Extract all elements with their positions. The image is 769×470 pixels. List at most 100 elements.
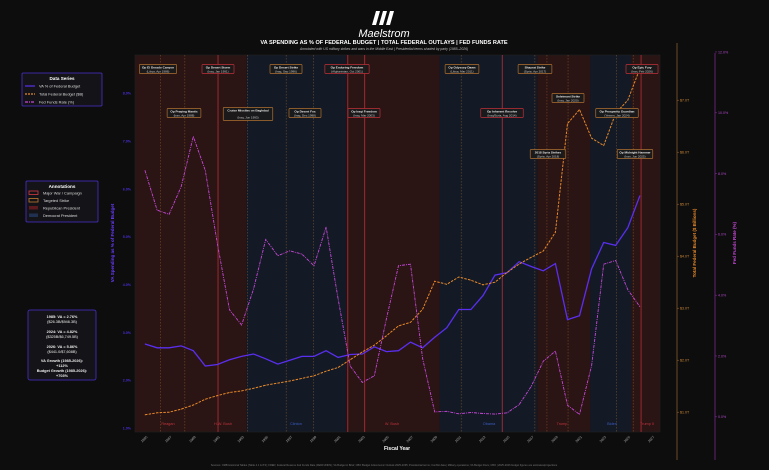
data-point [458,413,460,415]
x-axis-tick-label: 2019 [551,435,559,443]
event-annotation: Op Epic Fury(Iran, Feb 2026) [625,64,659,74]
summary-line: ($441.0/$7,608B) [47,350,77,354]
event-name: Op Prosperity Guardian [600,110,635,114]
event-box [222,107,274,121]
event-annotation: Op Midnight Hammer(Iran, Jun 2025) [616,149,654,159]
data-point [325,226,327,228]
event-annotation: Cruise Missiles on Baghdad (Iraq, Jun 199… [222,107,274,121]
data-point [325,370,327,372]
data-point [410,341,411,343]
logo-icon [372,11,394,25]
data-point [192,350,194,352]
legend-major-swatch [28,190,39,195]
data-point [241,390,242,392]
data-point [446,327,448,329]
data-point [398,350,399,352]
event-name: Op El Dorado Canyon [142,66,174,70]
president-label: Obama [483,422,496,426]
summary-line: 2024: VA = 4.82% [47,330,78,334]
data-point [603,145,605,146]
president-labels: Reagan H.W. Bush Clinton W. Bush Obama Trump B… [161,422,654,426]
event-box [166,108,202,118]
legend-series-title: Data Series [49,76,74,81]
x-axis-tick-label: 1993 [237,435,245,443]
event-annotation: Op Odyssey Dawn(Libya, Mar 2011) [444,64,480,74]
data-point [349,354,351,355]
event-box [201,64,235,74]
data-point [591,365,592,367]
data-point [265,239,267,240]
left-axis-tick-label: 7.0% [123,139,132,143]
data-point [361,351,363,353]
data-point [241,324,242,326]
summary-line: Budget Growth (1985-2026): [37,369,87,373]
event-name: Op Epic Fury [632,66,652,70]
data-point [289,250,291,252]
left-axis-tick-label: 1.0% [123,426,132,430]
event-annotation: Shayrat Strike(Syria, Apr 2017) [517,64,553,74]
data-point [168,411,170,413]
fed-funds-rate-line [144,134,641,416]
data-point [156,412,158,414]
event-name: Cruise Missiles on Baghdad [227,109,268,113]
data-point [277,255,279,257]
summary-line: 2026: VA = 5.86% [47,345,78,349]
data-point [386,351,387,352]
event-detail: (Iraq, Jan 1991) [207,69,228,73]
x-axis-tick-label: 2013 [478,435,486,443]
data-point [277,382,279,384]
budget-axis-tick-label: $4.0T [680,255,690,259]
legend-democrat-swatch [29,213,38,217]
data-point [422,358,423,359]
data-point [217,364,218,365]
va-percent-line [144,195,641,367]
event-annotation: Op El Dorado Canyon(Libya, Apr 1986) [139,64,177,74]
event-annotation: Op Inherent Resolve(Iraq/Syria, Aug 2014… [480,108,524,118]
data-point [349,359,351,361]
event-box [480,108,524,118]
summary-line: +703% [56,374,69,378]
fed-axis-tick-label: 10.0% [718,111,729,115]
data-point [241,356,242,357]
data-point [482,413,484,414]
data-point [567,123,568,124]
data-point [289,359,291,361]
data-point [567,319,568,320]
data-point [494,281,496,283]
data-point [373,375,375,377]
data-point [205,365,206,367]
data-point [591,137,592,139]
plot-frame [134,54,661,433]
legend-annotations-title: Annotations [49,184,76,189]
data-point [615,260,617,261]
fed-axis-tick-label: 4.0% [718,293,727,297]
data-point [506,272,508,273]
x-axis-tick-label: 1989 [188,435,196,443]
event-name: Op Desert Strike [274,66,299,70]
event-name: Soleimani Strike [556,95,580,99]
data-point [168,213,170,215]
data-point [615,245,617,246]
event-name: Shayrat Strike [525,66,546,70]
source-footer: Sources: OMB Historical Tables (Table 4.… [211,463,558,467]
event-detail: (Iraq, Dec 1998) [294,113,316,117]
president-label: Clinton [290,422,302,426]
event-annotation: Op Iraqi Freedom(Iraq, Mar 2003) [347,108,381,118]
event-annotation: Soleimani Strike(Iraq, Jan 2020) [551,93,585,103]
data-point [506,412,508,414]
data-point [386,335,387,337]
data-point [518,263,520,265]
data-point [325,350,327,352]
data-point [301,356,303,357]
president-label: Biden [607,422,617,426]
data-point [555,350,556,352]
data-point [470,412,472,413]
event-annotation: 2018 Syria Strikes(Syria, Apr 2018) [529,149,567,159]
data-point [603,263,605,265]
event-box [444,64,480,74]
data-point [156,209,158,211]
x-axis-tick-label: 1987 [164,435,172,443]
event-detail: (Afghanistan, Oct 2001) [331,69,363,73]
x-axis-tick-label: 2025 [623,435,631,443]
data-point [373,344,375,346]
